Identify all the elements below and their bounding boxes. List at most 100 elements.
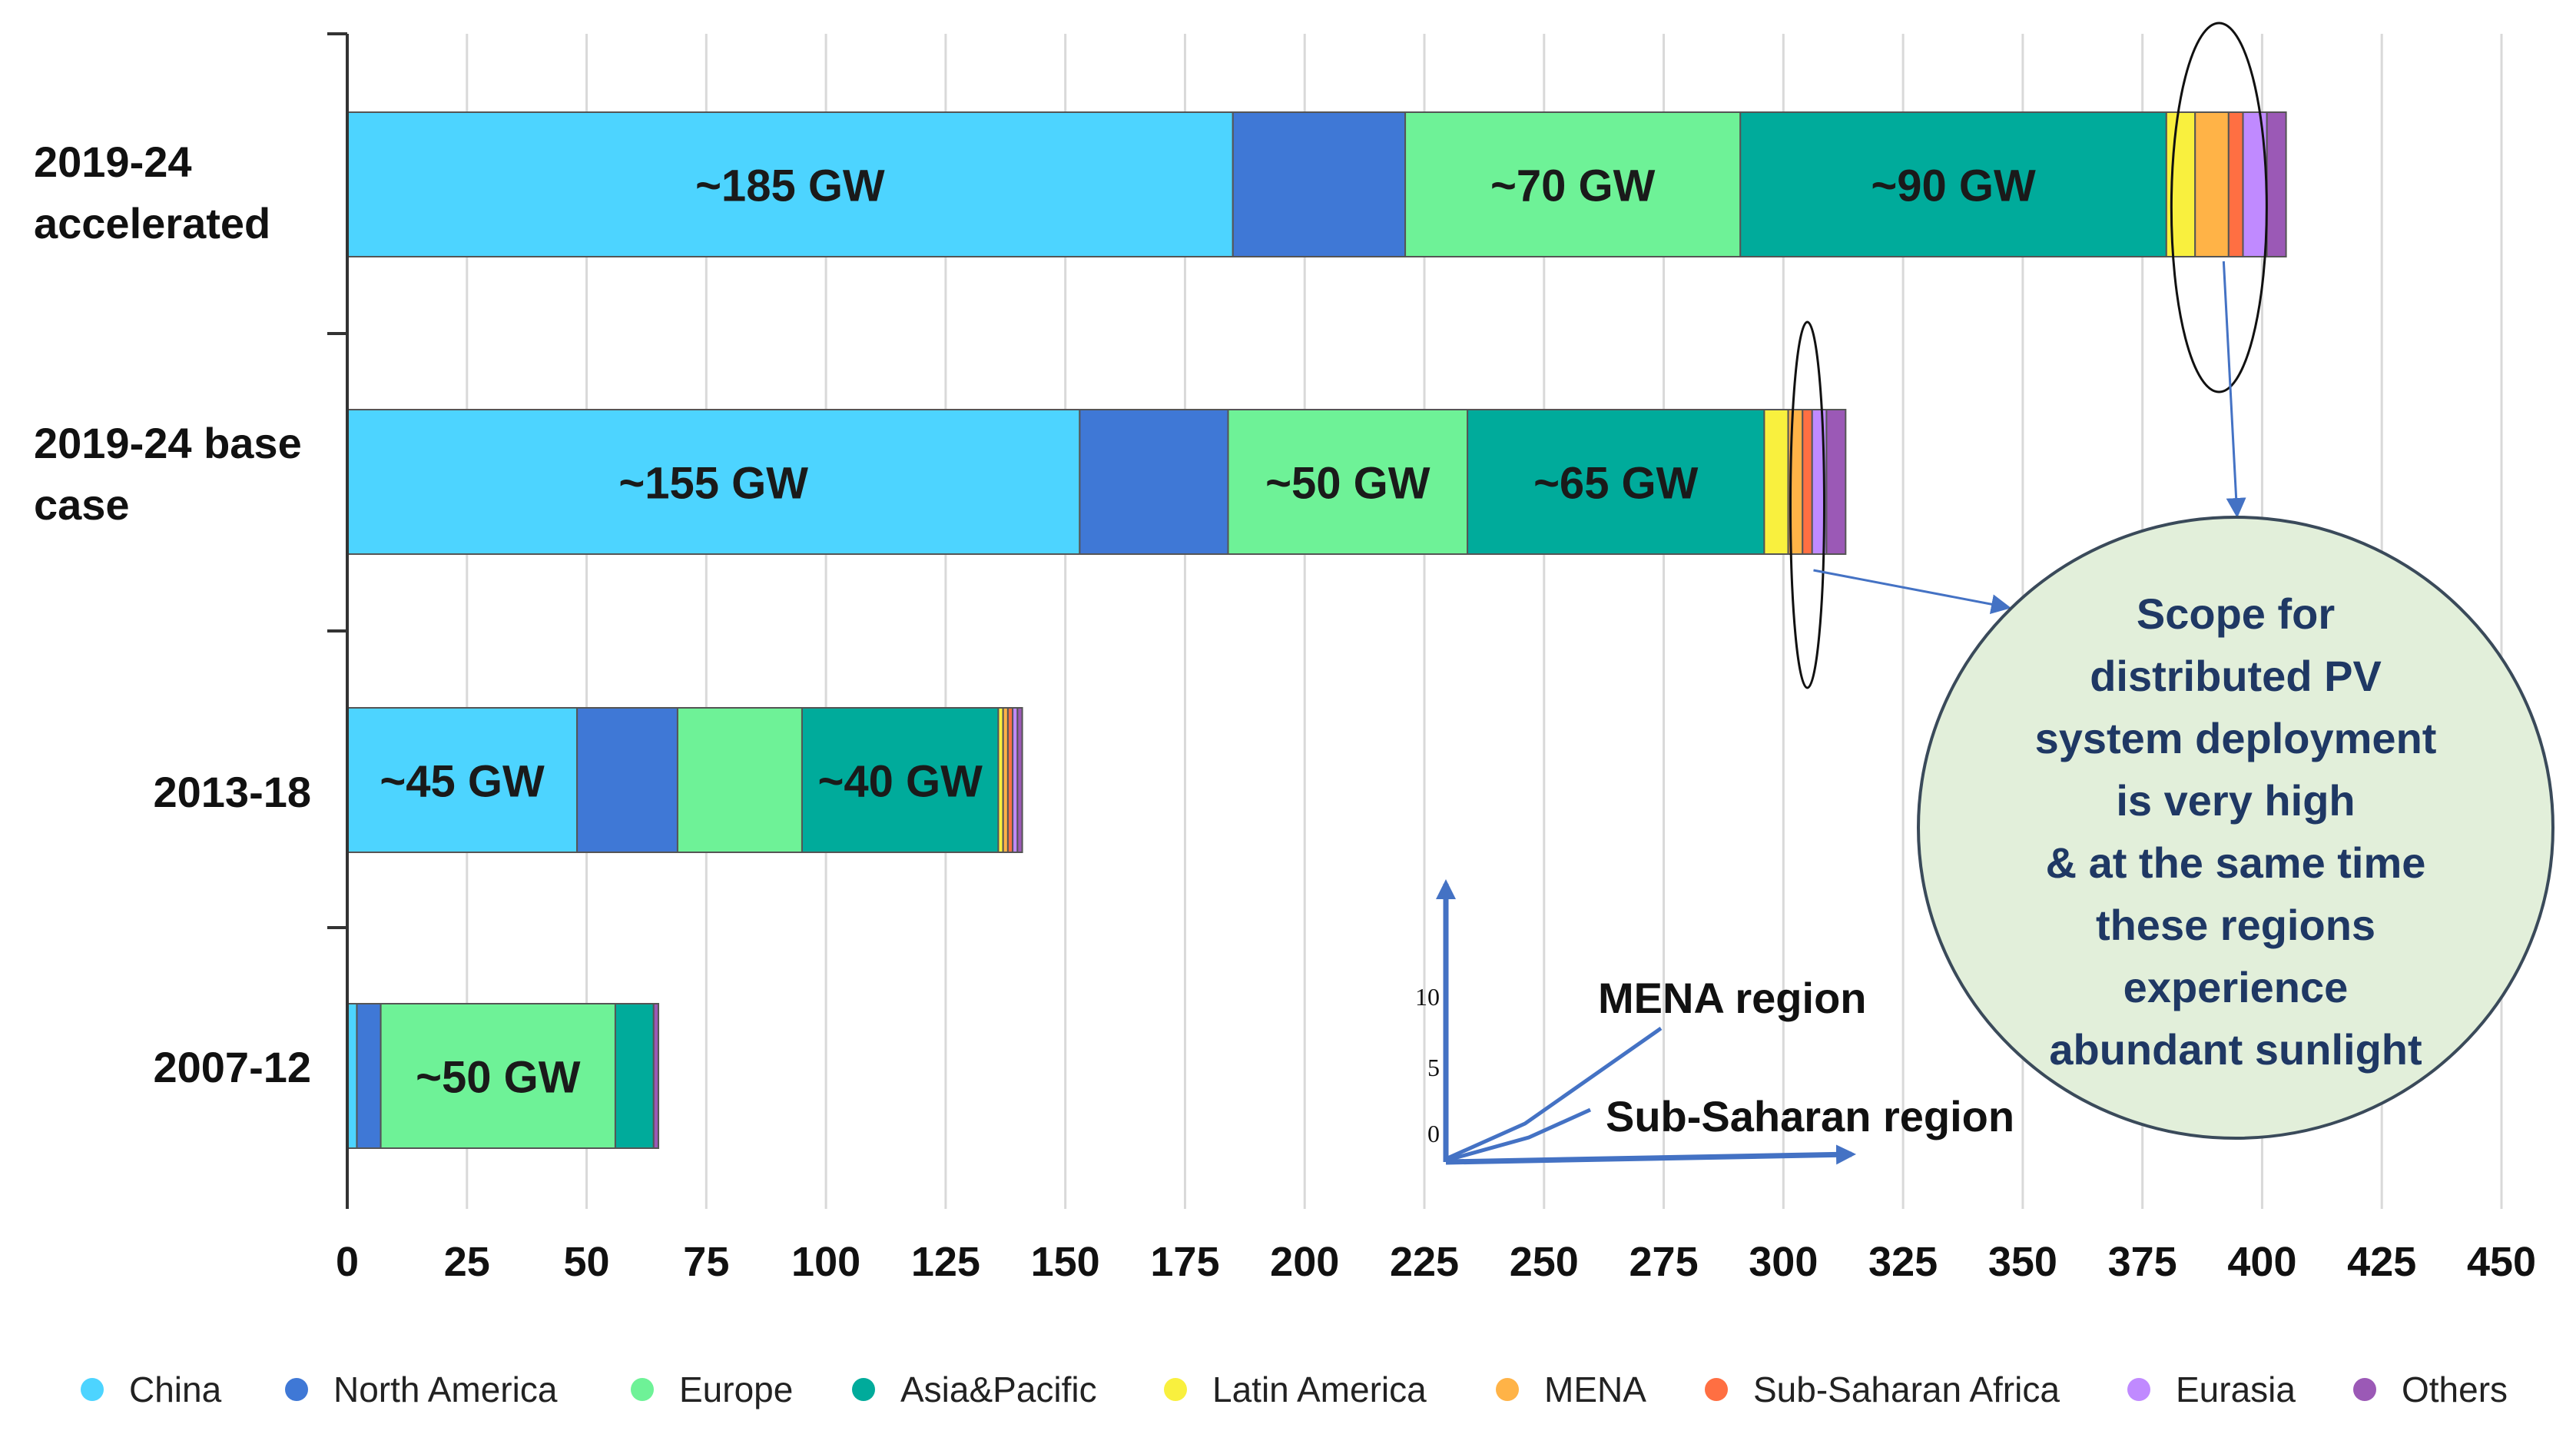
annotation-circle <box>1917 516 2554 1140</box>
bar-segment <box>346 707 579 853</box>
bar-segment <box>1016 707 1023 853</box>
legend: China North America Europe Asia&Pacific Lati… <box>81 1370 2508 1409</box>
segment-value-label: ~50 GW <box>416 1052 581 1102</box>
category-label: 2007-12 <box>153 1043 311 1091</box>
x-tick-label: 325 <box>1868 1239 1938 1285</box>
segment-value-label: ~155 GW <box>618 458 808 508</box>
legend-marker <box>1164 1378 1187 1401</box>
highlight-ellipse <box>2170 22 2268 393</box>
bar-segment <box>346 409 1081 555</box>
legend-label: Others <box>2402 1370 2508 1409</box>
annotation-text-line: abundant sunlight <box>2049 1025 2422 1074</box>
x-tick-label: 250 <box>1510 1239 1579 1285</box>
x-tick-label: 0 <box>336 1239 359 1285</box>
bar-segment <box>1079 409 1229 555</box>
x-tick-label: 425 <box>2347 1239 2416 1285</box>
x-tick-label: 450 <box>2467 1239 2536 1285</box>
legend-label: Asia&Pacific <box>900 1370 1097 1409</box>
segment-value-label: ~45 GW <box>380 756 545 806</box>
legend-label: Europe <box>679 1370 793 1409</box>
category-label: accelerated <box>34 199 270 247</box>
inset-mini-chart: 10 5 0 MENA region Sub-Saharan region <box>1415 879 2014 1165</box>
legend-marker <box>852 1378 875 1401</box>
bar-segment <box>576 707 678 853</box>
bar-segment <box>676 707 803 853</box>
bar-segment <box>614 1003 655 1149</box>
legend-label: Eurasia <box>2176 1370 2296 1409</box>
annotation-arrow <box>1813 569 2011 615</box>
x-tick-label: 150 <box>1031 1239 1100 1285</box>
annotation-text-line: distributed PV <box>2090 652 2382 700</box>
bar-segment <box>1763 409 1789 555</box>
annotation-arrow <box>2222 261 2246 518</box>
bar-segment <box>2227 111 2244 257</box>
bar-segment <box>2194 111 2230 257</box>
inset-y-tick-label: 5 <box>1427 1054 1440 1081</box>
annotation-text-line: experience <box>2123 963 2349 1011</box>
legend-marker <box>285 1378 308 1401</box>
category-label: 2019-24 base <box>34 419 302 467</box>
segment-labels: ~185 GW ~70 GW ~90 GW ~155 GW ~50 GW ~65 GW ~4… <box>380 161 2036 1102</box>
legend-label: MENA <box>1544 1370 1646 1409</box>
segment-value-label: ~185 GW <box>695 161 885 211</box>
x-tick-label: 100 <box>791 1239 860 1285</box>
axes: 0 25 50 75 100 125 150 175 200 225 250 275 300 325 350… <box>34 32 2536 1285</box>
category-label: case <box>34 480 130 529</box>
annotation-group: Scope for distributed PV system deployment… <box>1789 22 2554 1140</box>
x-tick-label: 300 <box>1749 1239 1818 1285</box>
x-tick-label: 75 <box>683 1239 729 1285</box>
legend-label: Latin America <box>1212 1370 1427 1409</box>
x-tick-label: 275 <box>1629 1239 1699 1285</box>
x-tick-label: 175 <box>1150 1239 1219 1285</box>
bar-segment <box>1739 111 2167 257</box>
segment-value-label: ~50 GW <box>1265 458 1431 508</box>
segment-value-label: ~70 GW <box>1490 161 1656 211</box>
annotation-text-line: & at the same time <box>2046 838 2426 887</box>
segment-value-label: ~40 GW <box>818 756 983 806</box>
inset-x-axis <box>1445 1144 1856 1165</box>
category-label: 2019-24 <box>34 138 192 186</box>
bar-segment <box>1227 409 1469 555</box>
x-tick-label: 125 <box>911 1239 980 1285</box>
annotation-text-line: is very high <box>2116 776 2355 825</box>
inset-y-tick-label: 0 <box>1427 1120 1440 1147</box>
annotation-text-line: these regions <box>2096 901 2375 949</box>
segment-value-label: ~65 GW <box>1533 458 1699 508</box>
segment-value-label: ~90 GW <box>1871 161 2036 211</box>
legend-label: Sub-Saharan Africa <box>1753 1370 2060 1409</box>
x-tick-label: 350 <box>1988 1239 2057 1285</box>
bar-segment <box>380 1003 616 1149</box>
legend-marker <box>81 1378 104 1401</box>
x-tick-label: 225 <box>1390 1239 1459 1285</box>
inset-y-tick-label: 10 <box>1415 983 1440 1011</box>
inset-mena-label: MENA region <box>1598 974 1866 1022</box>
x-tick-label: 25 <box>444 1239 490 1285</box>
x-tick-label: 375 <box>2108 1239 2177 1285</box>
bars <box>346 111 2287 1149</box>
bar-segment <box>1825 409 1847 555</box>
highlight-ellipse <box>1789 320 1825 689</box>
inset-subsaharan-label: Sub-Saharan region <box>1606 1092 2014 1140</box>
legend-marker <box>631 1378 654 1401</box>
bar-segment <box>346 111 1234 257</box>
inset-subsaharan-line <box>1445 1107 1592 1163</box>
bar-segment <box>1802 409 1813 555</box>
bar-segment <box>356 1003 382 1149</box>
bar-segment <box>1232 111 1407 257</box>
legend-marker <box>2127 1378 2150 1401</box>
legend-marker <box>1496 1378 1519 1401</box>
inset-mena-line <box>1444 1026 1663 1161</box>
bar-segment <box>801 707 1000 853</box>
bar-segment <box>2266 111 2287 257</box>
annotation-text-line: system deployment <box>2035 714 2437 762</box>
x-tick-label: 200 <box>1270 1239 1339 1285</box>
legend-label: North America <box>333 1370 558 1409</box>
bar-segment <box>1404 111 1742 257</box>
category-label: 2013-18 <box>153 768 311 816</box>
legend-marker <box>1705 1378 1728 1401</box>
legend-label: China <box>129 1370 222 1409</box>
bar-segment <box>1467 409 1765 555</box>
annotation-text-line: Scope for <box>2137 589 2335 638</box>
legend-marker <box>2353 1378 2376 1401</box>
